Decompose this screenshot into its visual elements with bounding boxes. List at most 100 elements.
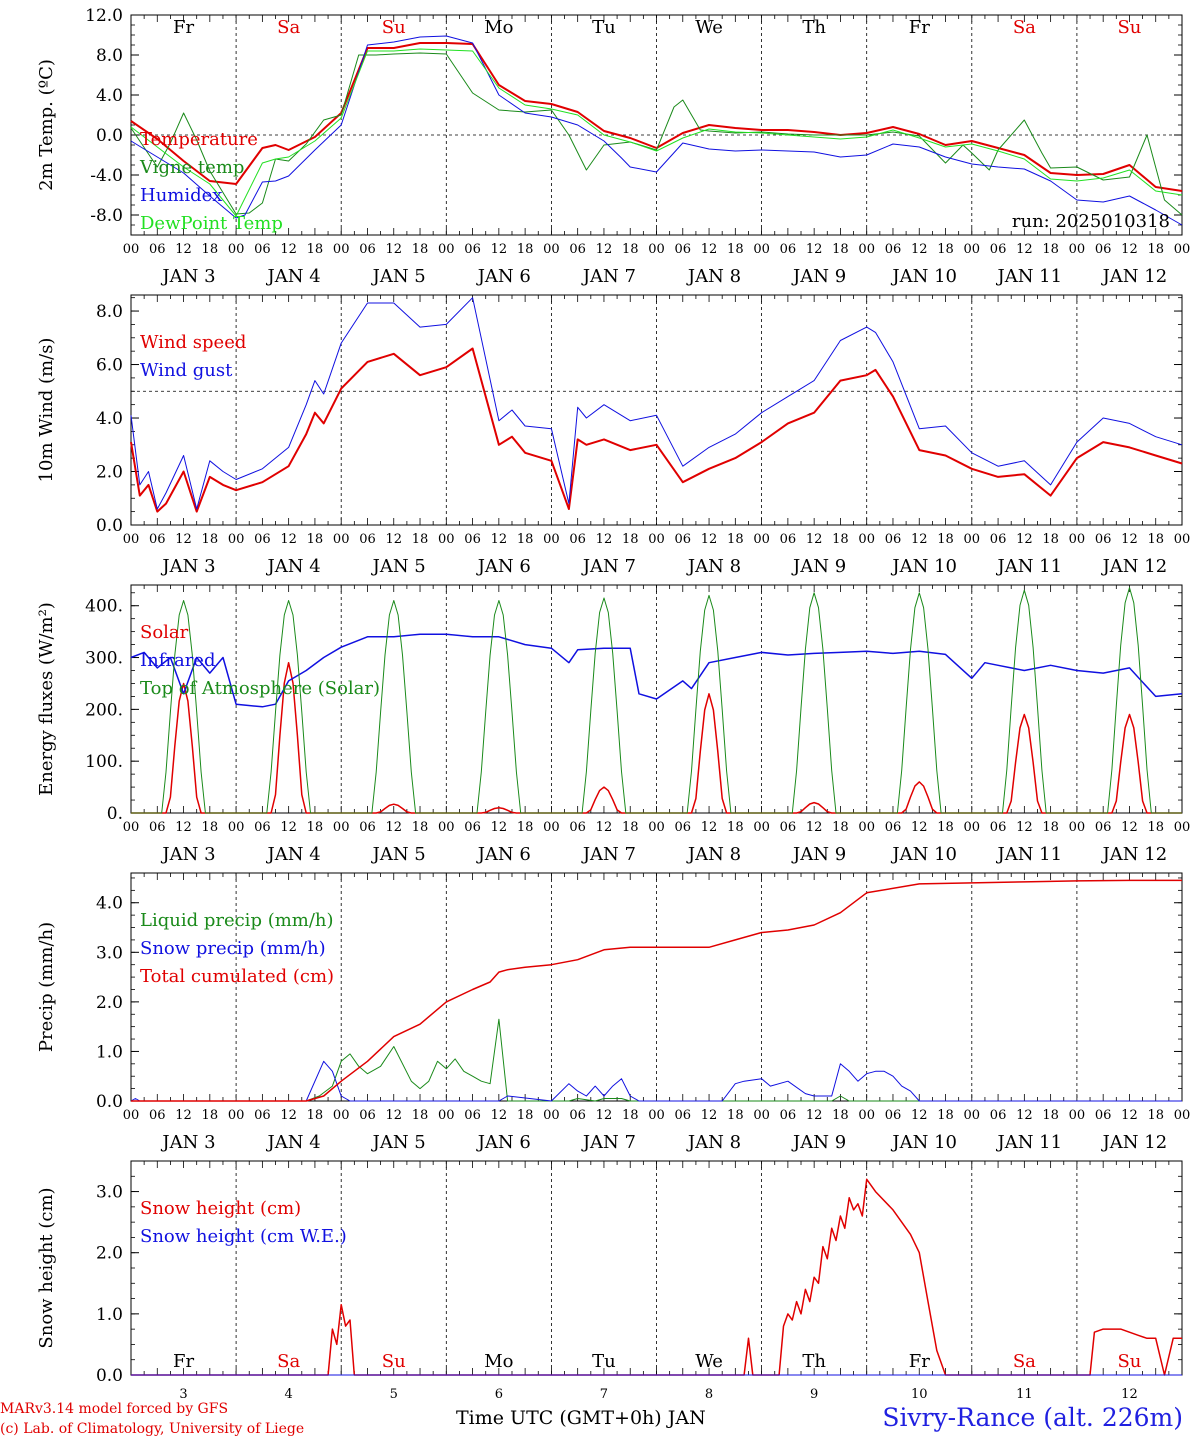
date-number-label: 12	[1121, 1387, 1138, 1402]
hour-tick-label: 06	[254, 820, 271, 835]
hour-tick-label: 12	[491, 1108, 508, 1123]
hour-tick-label: 12	[1121, 242, 1138, 257]
y-tick-label: 3.0	[96, 1183, 123, 1203]
hour-tick-label: 12	[911, 532, 928, 547]
hour-tick-label: 18	[832, 1108, 849, 1123]
date-label: JAN 3	[160, 1132, 215, 1153]
date-label: JAN 10	[890, 556, 957, 577]
weekday-label: Sa	[1013, 17, 1036, 38]
series-dewpoint-temp	[130, 48, 1183, 217]
date-number-label: 5	[390, 1387, 398, 1402]
y-tick-label: 2.0	[96, 463, 123, 483]
hour-tick-label: 18	[1042, 820, 1059, 835]
hour-tick-label: 18	[517, 242, 534, 257]
hour-tick-label: 00	[648, 242, 665, 257]
hour-tick-label: 18	[307, 820, 324, 835]
series-total-cumulated-cm	[131, 879, 1182, 1102]
y-tick-label: 2.0	[96, 1244, 123, 1264]
legend-item: Humidex	[140, 185, 222, 206]
date-number-label: 8	[705, 1387, 713, 1402]
y-tick-label: 300.	[85, 649, 123, 669]
date-label: JAN 9	[791, 1132, 846, 1153]
date-label: JAN 6	[476, 556, 531, 577]
date-label: JAN 12	[1101, 844, 1168, 865]
hour-tick-label: 18	[727, 242, 744, 257]
hour-tick-label: 06	[780, 820, 797, 835]
legend-item: Total cumulated (cm)	[140, 966, 334, 987]
legend-item: Solar	[140, 622, 189, 643]
weekday-label: Mo	[484, 1351, 513, 1372]
hour-tick-label: 12	[491, 242, 508, 257]
hour-tick-label: 18	[622, 820, 639, 835]
hour-tick-label: 06	[1095, 820, 1112, 835]
panel-2: 0.0 2.0 4.0 6.0 8.0 10m Wind (m/s) 00 06 12 18 00 0…	[36, 294, 1190, 577]
date-label: JAN 10	[890, 1132, 957, 1153]
hour-tick-label: 18	[727, 1108, 744, 1123]
hour-tick-label: 12	[385, 1108, 402, 1123]
hour-tick-label: 00	[1069, 532, 1086, 547]
hour-tick-label: 18	[307, 532, 324, 547]
hour-tick-label: 06	[675, 242, 692, 257]
hour-tick-label: 12	[491, 820, 508, 835]
legend-item: Infrared	[140, 650, 215, 671]
hour-tick-label: 12	[385, 242, 402, 257]
hour-tick-label: 18	[1042, 532, 1059, 547]
hour-tick-label: 00	[438, 1108, 455, 1123]
date-number-label: 11	[1016, 1387, 1033, 1402]
hour-tick-label: 18	[832, 532, 849, 547]
date-label: JAN 3	[160, 844, 215, 865]
y-tick-label: 4.0	[96, 86, 123, 106]
hour-tick-label: 00	[438, 532, 455, 547]
weekday-label: Fr	[909, 1351, 930, 1372]
hour-tick-label: 12	[1121, 820, 1138, 835]
hour-tick-label: 00	[228, 1108, 245, 1123]
hour-tick-label: 12	[1121, 1108, 1138, 1123]
hour-tick-label: 12	[806, 532, 823, 547]
date-label: JAN 5	[371, 844, 426, 865]
hour-tick-label: 00	[1069, 242, 1086, 257]
date-label: JAN 10	[890, 844, 957, 865]
legend-item: Snow height (cm)	[140, 1198, 301, 1219]
hour-tick-label: 06	[675, 1108, 692, 1123]
date-label: JAN 12	[1101, 266, 1168, 287]
date-label: JAN 8	[686, 266, 741, 287]
hour-tick-label: 06	[464, 820, 481, 835]
hour-tick-label: 06	[675, 820, 692, 835]
hour-tick-label: 12	[596, 242, 613, 257]
legend-item: Top of Atmosphere (Solar)	[140, 678, 380, 699]
hour-tick-label: 06	[149, 820, 166, 835]
hour-tick-label: 12	[1121, 532, 1138, 547]
hour-tick-label: 00	[858, 1108, 875, 1123]
hour-tick-label: 12	[280, 242, 297, 257]
series-snow-precip-mm-h	[130, 1060, 1182, 1102]
hour-tick-label: 00	[228, 820, 245, 835]
hour-tick-label: 06	[990, 242, 1007, 257]
hour-tick-label: 18	[517, 532, 534, 547]
y-tick-label: 0.0	[96, 126, 123, 146]
hour-tick-label: 06	[780, 242, 797, 257]
hour-tick-label: 06	[1095, 1108, 1112, 1123]
legend-item: Snow precip (mm/h)	[140, 938, 326, 959]
hour-tick-label: 00	[333, 1108, 350, 1123]
hour-tick-label: 06	[359, 820, 376, 835]
hour-tick-label: 18	[412, 1108, 429, 1123]
hour-tick-label: 18	[412, 820, 429, 835]
hour-tick-label: 18	[937, 242, 954, 257]
hour-tick-label: 06	[464, 532, 481, 547]
hour-tick-label: 00	[123, 532, 140, 547]
hour-tick-label: 12	[175, 1108, 192, 1123]
hour-tick-label: 18	[727, 820, 744, 835]
date-label: JAN 8	[686, 556, 741, 577]
hour-tick-label: 00	[753, 532, 770, 547]
hour-tick-label: 12	[911, 820, 928, 835]
weekday-label: Su	[382, 17, 406, 38]
hour-tick-label: 06	[990, 820, 1007, 835]
weekday-label: Fr	[909, 17, 930, 38]
hour-tick-label: 00	[438, 820, 455, 835]
weekday-label: Mo	[484, 17, 513, 38]
hour-tick-label: 00	[333, 532, 350, 547]
series-wind-gust	[130, 297, 1183, 510]
hour-tick-label: 00	[123, 820, 140, 835]
y-tick-label: 4.0	[96, 894, 123, 914]
